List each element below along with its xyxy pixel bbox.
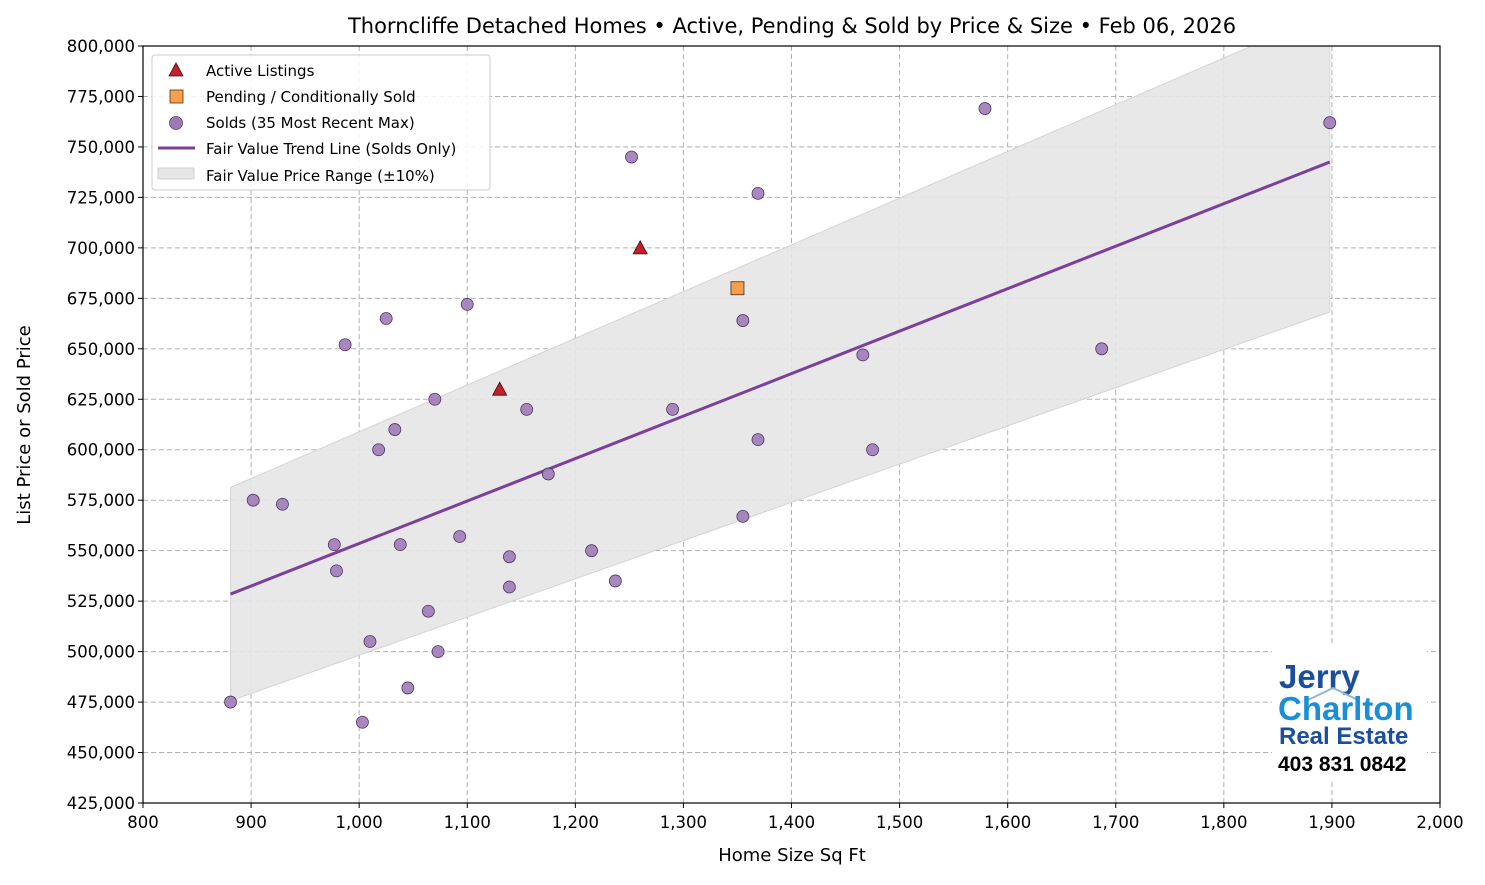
y-tick-label: 775,000 xyxy=(67,87,135,106)
sold-point xyxy=(330,564,343,578)
sold-point xyxy=(541,467,555,481)
data-points xyxy=(224,102,1337,729)
sold-point xyxy=(666,402,680,416)
y-tick-label: 575,000 xyxy=(67,491,135,510)
sold-point xyxy=(363,635,377,648)
x-tick-label: 800 xyxy=(127,813,159,832)
logo-line1: Jerry xyxy=(1279,658,1360,695)
sold-point xyxy=(276,497,289,511)
sold-point xyxy=(388,423,402,436)
legend-triangle-icon xyxy=(168,62,184,77)
sold-point xyxy=(751,433,765,447)
sold-point xyxy=(751,186,765,200)
legend-label-band: Fair Value Price Range (±10%) xyxy=(206,167,435,185)
y-tick-label: 750,000 xyxy=(67,138,135,157)
sold-point xyxy=(1095,342,1109,356)
sold-point xyxy=(585,544,598,558)
x-axis-label: Home Size Sq Ft xyxy=(718,845,866,866)
sold-point xyxy=(428,392,442,406)
x-tick-label: 1,000 xyxy=(336,813,383,832)
legend-circle-icon xyxy=(169,116,183,130)
sold-point xyxy=(401,681,415,695)
sold-point xyxy=(503,550,516,564)
sold-point xyxy=(246,493,260,507)
sold-point xyxy=(356,715,369,729)
x-tick-label: 1,800 xyxy=(1200,813,1247,832)
sold-point xyxy=(978,102,992,115)
x-tick-label: 1,700 xyxy=(1092,813,1139,832)
y-tick-label: 600,000 xyxy=(67,441,135,460)
y-tick-label: 725,000 xyxy=(67,188,135,207)
chart-title: Thorncliffe Detached Homes • Active, Pen… xyxy=(347,14,1236,38)
sold-point xyxy=(393,538,407,552)
y-tick-label: 650,000 xyxy=(67,340,135,359)
x-tick-label: 1,300 xyxy=(660,813,707,832)
sold-point xyxy=(338,338,352,352)
trend-line-group xyxy=(229,160,1331,596)
y-tick-label: 525,000 xyxy=(67,592,135,611)
x-axis-ticks: 800 900 1,000 1,100 1,200 1,300 1,400 1,500 1,60… xyxy=(127,803,1464,832)
y-tick-label: 500,000 xyxy=(67,643,135,662)
legend-label-solds: Solds (35 Most Recent Max) xyxy=(206,114,415,132)
legend-box xyxy=(151,54,491,191)
fair-value-trend-line xyxy=(229,160,1331,596)
sold-point xyxy=(736,314,750,327)
x-tick-label: 2,000 xyxy=(1416,813,1463,832)
y-tick-label: 675,000 xyxy=(67,289,135,308)
active-point xyxy=(492,381,508,396)
y-tick-label: 700,000 xyxy=(67,239,135,258)
fair-value-range-band xyxy=(230,46,1331,702)
legend-label-active: Active Listings xyxy=(206,62,315,80)
sold-point xyxy=(736,509,750,523)
x-tick-label: 900 xyxy=(235,813,267,832)
sold-point xyxy=(431,645,445,658)
sold-point xyxy=(856,348,870,362)
legend-label-pending: Pending / Conditionally Sold xyxy=(206,88,416,106)
x-tick-label: 1,400 xyxy=(768,813,815,832)
legend-label-trend: Fair Value Trend Line (Solds Only) xyxy=(206,140,456,158)
x-tick-label: 1,600 xyxy=(984,813,1031,832)
legend: Active Listings Pending / Conditionally … xyxy=(151,54,491,191)
y-axis-label: List Price or Sold Price xyxy=(14,325,35,524)
y-tick-label: 625,000 xyxy=(67,390,135,409)
x-tick-label: 1,500 xyxy=(876,813,923,832)
sold-point xyxy=(224,695,237,709)
sold-point xyxy=(1323,116,1337,130)
x-tick-label: 1,900 xyxy=(1308,813,1355,832)
sold-point xyxy=(866,443,879,457)
sold-point xyxy=(421,604,435,618)
sold-point xyxy=(327,538,341,552)
y-tick-label: 800,000 xyxy=(67,37,135,56)
legend-square-icon xyxy=(169,89,184,104)
legend-band-icon xyxy=(157,167,195,180)
brand-logo: Jerry Charlton Real Estate 403 831 0842 xyxy=(1272,645,1427,780)
y-tick-label: 475,000 xyxy=(67,693,135,712)
x-tick-label: 1,100 xyxy=(444,813,491,832)
sold-point xyxy=(503,580,516,594)
x-tick-label: 1,200 xyxy=(552,813,599,832)
pending-point xyxy=(730,281,745,296)
sold-point xyxy=(625,150,638,164)
house-roof-icon xyxy=(1307,686,1359,701)
y-tick-label: 550,000 xyxy=(67,542,135,561)
logo-line2: Charlton xyxy=(1278,690,1414,727)
sold-point xyxy=(460,297,474,311)
logo-phone: 403 831 0842 xyxy=(1278,753,1406,776)
active-point xyxy=(632,240,648,255)
y-tick-label: 450,000 xyxy=(67,744,135,763)
sold-point xyxy=(372,443,386,457)
sold-point xyxy=(520,402,534,416)
fair-value-band xyxy=(230,46,1331,702)
sold-point xyxy=(379,312,393,325)
y-tick-label: 425,000 xyxy=(67,794,135,813)
sold-point xyxy=(453,530,467,543)
logo-line3: Real Estate xyxy=(1279,723,1408,750)
sold-point xyxy=(608,574,622,588)
y-axis-ticks: 425,000 450,000 475,000 500,000 525,000 550,0… xyxy=(67,37,143,813)
